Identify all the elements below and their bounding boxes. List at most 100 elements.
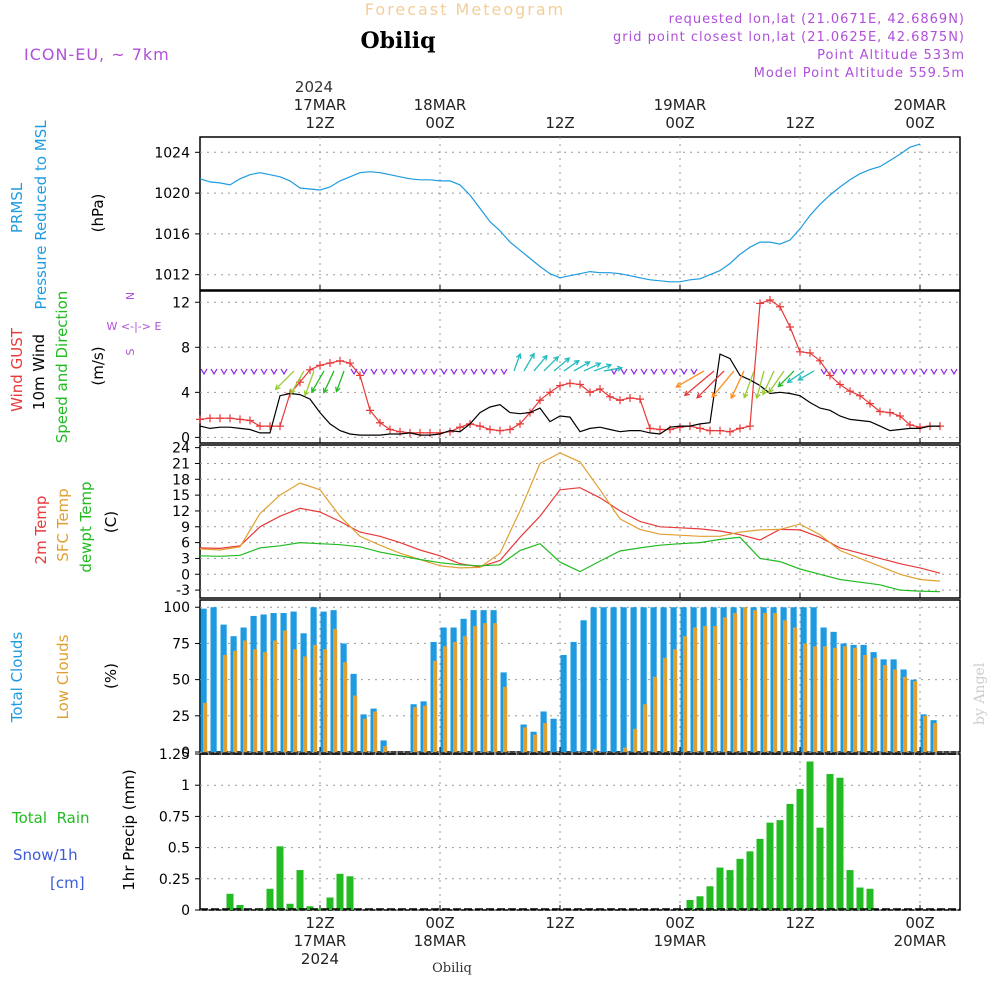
rain-bar [766, 822, 774, 910]
calm-wind-marker [650, 368, 658, 376]
panel-frame [199, 136, 961, 291]
gust-marker [606, 392, 614, 401]
calm-wind-marker [250, 368, 258, 376]
rain-bar [236, 905, 244, 910]
total-cloud-bar [210, 607, 217, 752]
bottom-tick-label: 00Z [425, 914, 454, 932]
wind-arrow [335, 370, 345, 393]
low-cloud-bar [913, 681, 918, 752]
calm-wind-marker [820, 368, 828, 376]
rain-bar [696, 896, 704, 910]
calm-wind-marker [200, 368, 208, 376]
pressure-label-2: Pressure Reduced to MSL [32, 120, 50, 310]
calm-wind-marker [440, 368, 448, 376]
low-cloud-bar [893, 669, 898, 752]
footer-place: Obiliq [432, 961, 472, 976]
calm-wind-marker [870, 368, 878, 376]
wind-labels: Wind GUST 10m Wind Speed and Direction (… [8, 291, 161, 444]
low-cloud-bar [283, 630, 288, 752]
gust-marker [646, 424, 654, 433]
calm-wind-marker [220, 368, 228, 376]
calm-wind-marker [900, 368, 908, 376]
panel-frame [199, 444, 961, 599]
low-cloud-bar [233, 650, 238, 752]
gust-marker [886, 408, 894, 417]
gust-marker [726, 427, 734, 436]
gust-marker [326, 359, 334, 368]
rain-bar [266, 888, 274, 910]
y-tick-label: 24 [172, 441, 190, 457]
total-cloud-bar [200, 608, 207, 752]
bottom-tick-label: 12Z [545, 914, 574, 932]
bottom-tick-label: 12Z [305, 914, 334, 932]
wind-arrow [603, 365, 624, 372]
calm-wind-marker [610, 368, 618, 376]
rain-bar [736, 858, 744, 910]
low-cloud-bar [683, 636, 688, 752]
low-cloud-bar [623, 747, 628, 752]
gust-marker [516, 419, 524, 428]
compass-we: W <-|-> E [107, 320, 162, 333]
wind-arrow [523, 352, 535, 372]
y-tick-label: 6 [181, 536, 190, 552]
rain-bar [286, 903, 294, 910]
gust-marker [906, 420, 914, 429]
wind-arrow [675, 370, 705, 388]
rain-bar [346, 876, 354, 910]
top-tick-label: 18MAR [414, 96, 467, 114]
rain-bar [826, 773, 834, 910]
gust-marker [486, 425, 494, 434]
low-cloud-bar [383, 746, 388, 752]
low-cloud-bar [863, 655, 868, 752]
gust-marker [226, 414, 234, 423]
y-tick-label: 18 [172, 472, 190, 488]
calm-wind-marker [910, 368, 918, 376]
gust-marker [356, 371, 364, 380]
low-cloud-bar [793, 627, 798, 752]
wind-arrow [583, 362, 602, 372]
gust-marker [586, 388, 594, 397]
rain-bar [336, 873, 344, 910]
precip-label-unit: [cm] [50, 874, 85, 892]
low-cloud-bar [723, 617, 728, 752]
calm-wind-marker [490, 368, 498, 376]
y-tick-label: 1 [181, 778, 190, 794]
wind-arrow [290, 370, 305, 395]
total-cloud-bar [630, 607, 637, 752]
calm-wind-marker [670, 368, 678, 376]
gust-marker [346, 359, 354, 368]
temp-label-2m: 2m Temp [32, 496, 50, 565]
calm-wind-marker [400, 368, 408, 376]
low-cloud-bar [593, 749, 598, 752]
panel-frame [199, 290, 961, 444]
gust-marker [656, 425, 664, 434]
calm-wind-marker [890, 368, 898, 376]
gust-marker [836, 380, 844, 389]
gust-marker [716, 426, 724, 435]
gust-marker [616, 396, 624, 405]
low-cloud-bar [663, 657, 668, 752]
series-line [199, 143, 921, 283]
rain-bar [726, 870, 734, 910]
calm-wind-marker [480, 368, 488, 376]
calm-wind-marker [210, 368, 218, 376]
gust-marker [896, 411, 904, 420]
wind-arrow [573, 361, 591, 372]
top-tick-label: 20MAR [894, 96, 947, 114]
gust-marker [756, 299, 764, 308]
top-year: 2024 [295, 78, 333, 96]
low-cloud-bar [823, 646, 828, 752]
y-tick-label: 1016 [154, 227, 190, 243]
gust-marker [786, 323, 794, 332]
low-cloud-bar [673, 649, 678, 752]
rain-bar [796, 788, 804, 910]
rain-bar [296, 870, 304, 910]
calm-wind-marker [410, 368, 418, 376]
wind-arrow [786, 370, 805, 384]
bottom-tick-label: 00Z [905, 914, 934, 932]
low-cloud-bar [703, 626, 708, 752]
gust-marker [376, 418, 384, 427]
total-cloud-bar [620, 607, 627, 752]
gridpoint-location: grid point closest lon,lat (21.0625E, 42… [613, 30, 965, 45]
